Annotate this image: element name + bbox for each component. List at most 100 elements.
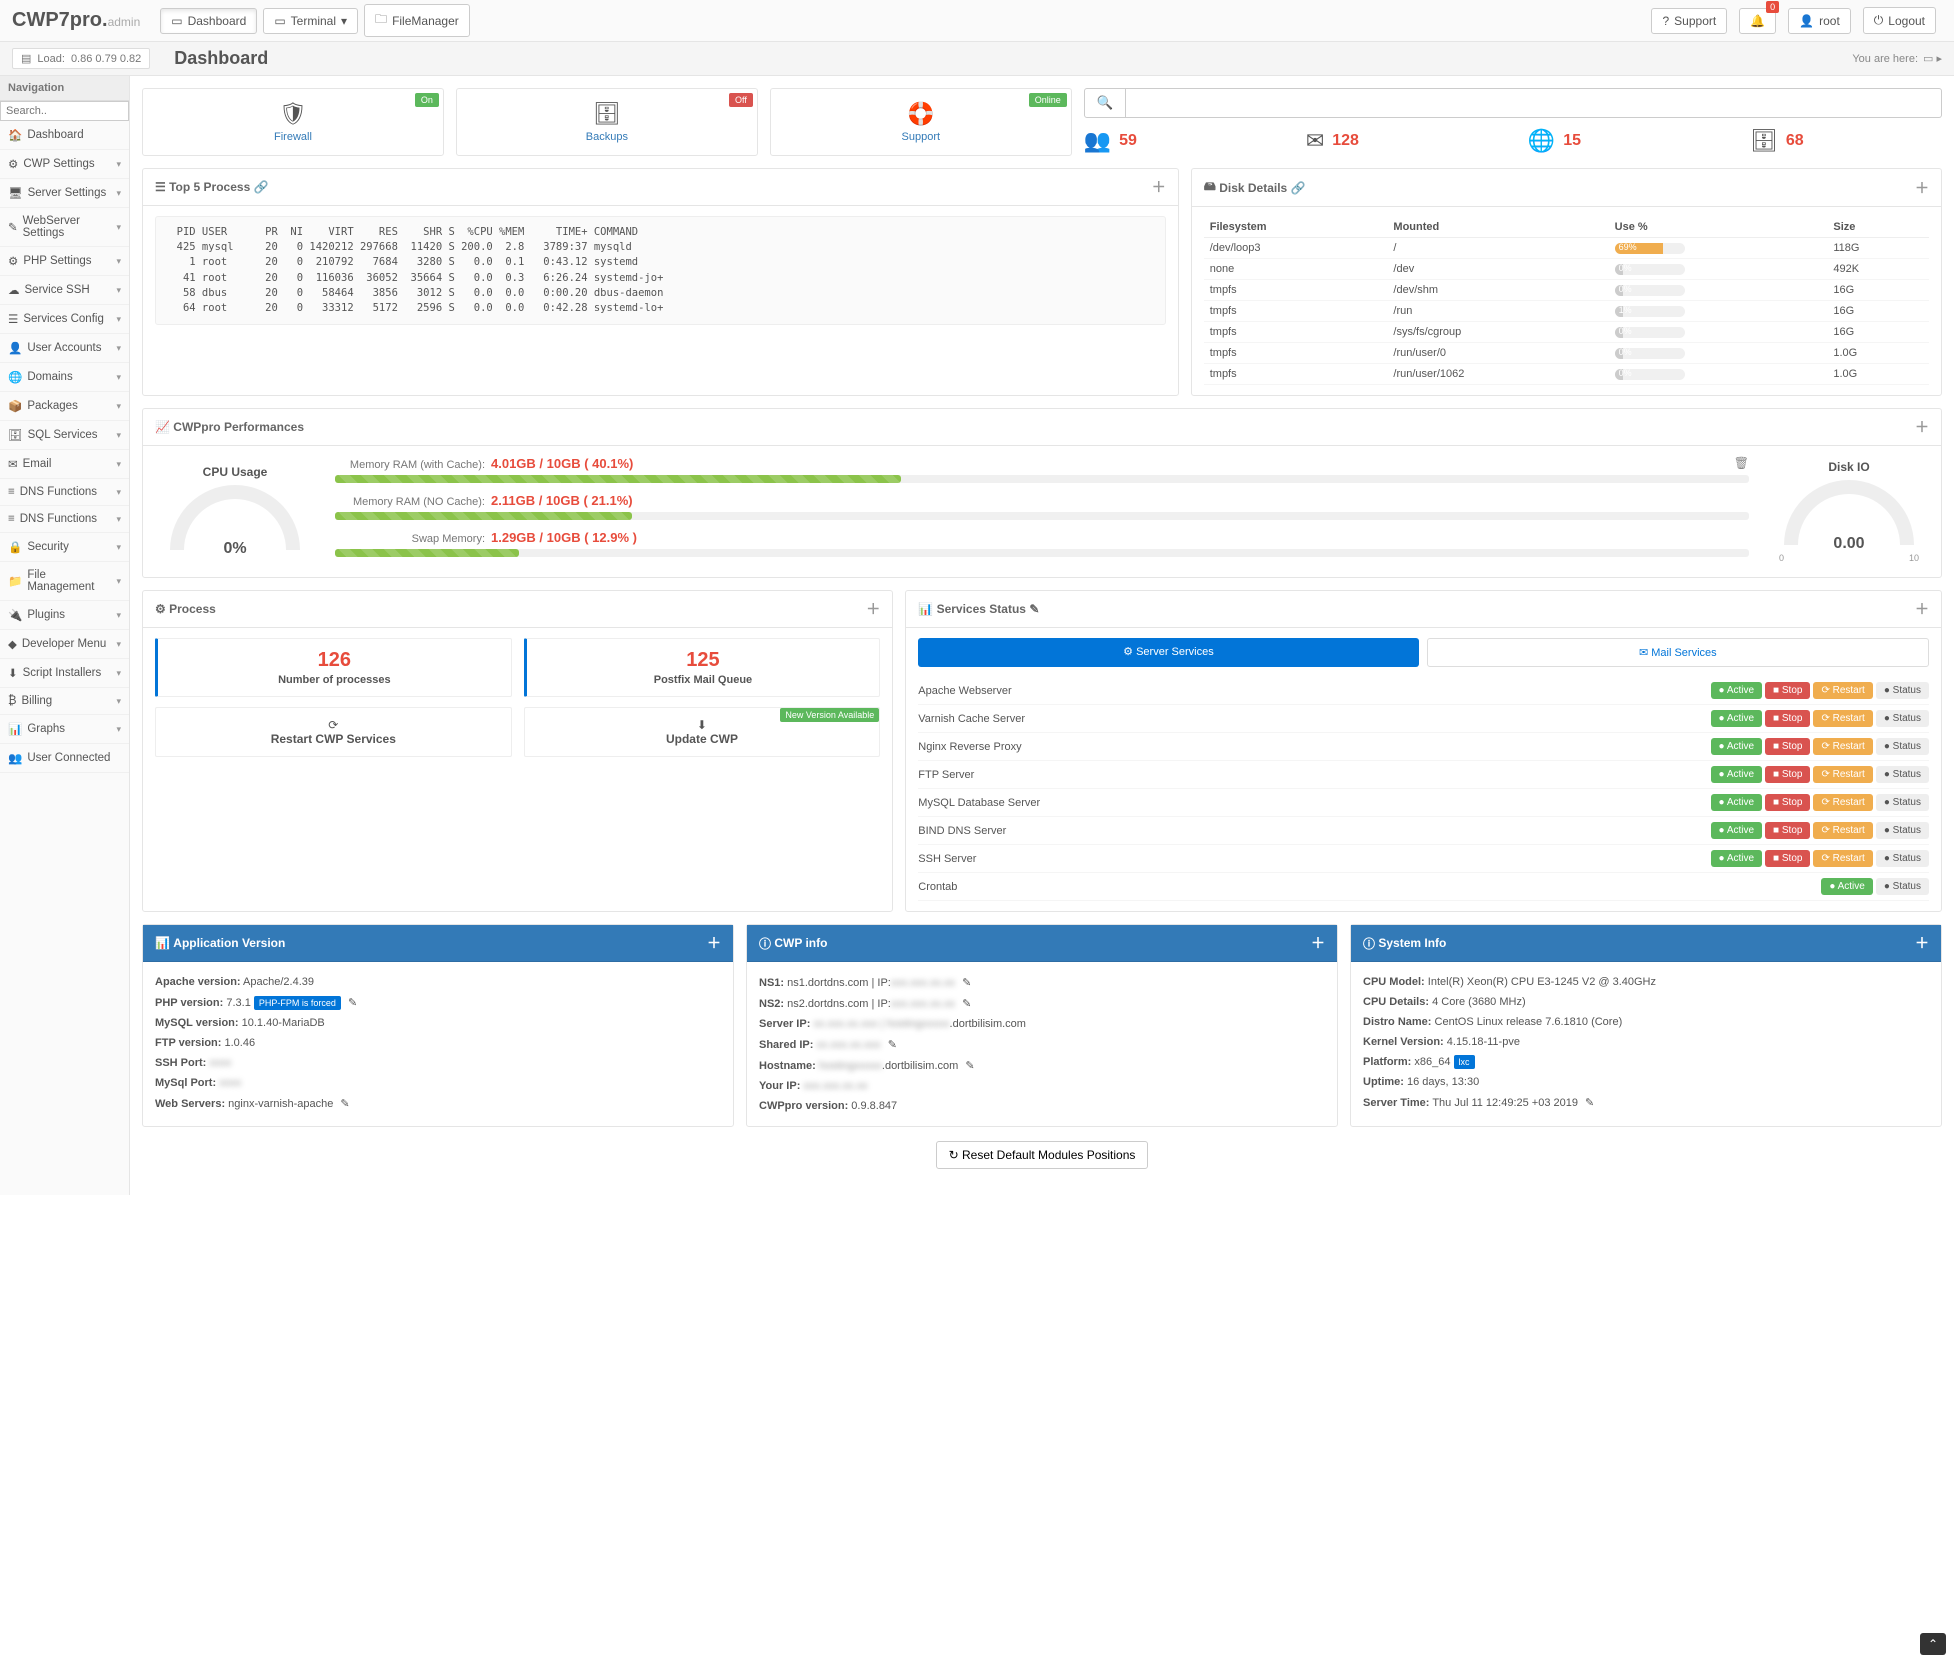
sidebar-item[interactable]: ✉Email▾: [0, 450, 129, 479]
toggle-icon[interactable]: ＋: [1915, 599, 1929, 619]
sidebar-item[interactable]: ☁Service SSH▾: [0, 276, 129, 305]
service-restart[interactable]: ⟳ Restart: [1813, 738, 1872, 755]
sidebar-item[interactable]: ⚙CWP Settings▾: [0, 150, 129, 179]
stat-users[interactable]: 👥59: [1084, 128, 1276, 154]
disk-icon: 🖴: [1204, 177, 1216, 198]
sidebar-item[interactable]: 📁File Management▾: [0, 562, 129, 601]
stat-domains[interactable]: 🌐15: [1528, 128, 1720, 154]
caret-icon: ▾: [116, 696, 121, 707]
link-icon[interactable]: 🔗: [254, 180, 269, 194]
nav-filemanager[interactable]: 🗀 FileManager: [364, 4, 470, 37]
sidebar-item[interactable]: ☰Services Config▾: [0, 305, 129, 334]
trash-icon[interactable]: 🗑: [1734, 456, 1749, 470]
caret-icon: ▾: [116, 639, 121, 650]
toggle-icon[interactable]: ＋: [1915, 417, 1929, 437]
search-input[interactable]: [1126, 88, 1942, 118]
sidebar-item[interactable]: ⚙PHP Settings▾: [0, 247, 129, 276]
edit-icon[interactable]: ✎: [348, 997, 357, 1009]
toggle-icon[interactable]: ＋: [707, 933, 721, 953]
search-button[interactable]: 🔍: [1084, 88, 1127, 118]
sidebar-search[interactable]: [0, 101, 129, 121]
service-status[interactable]: ● Status: [1876, 850, 1929, 867]
sidebar-item[interactable]: 🗄SQL Services▾: [0, 421, 129, 450]
load-indicator: ▤ Load: 0.86 0.79 0.82: [12, 48, 150, 69]
service-status[interactable]: ● Status: [1876, 682, 1929, 699]
sidebar-item[interactable]: ◆Developer Menu▾: [0, 630, 129, 659]
service-stop[interactable]: ■ Stop: [1765, 850, 1810, 867]
sidebar-item[interactable]: 📊Graphs▾: [0, 715, 129, 744]
notifications-button[interactable]: 🔔0: [1739, 8, 1776, 34]
stat-db[interactable]: 🗄68: [1750, 128, 1942, 154]
sidebar-item[interactable]: 👤User Accounts▾: [0, 334, 129, 363]
stat-mail[interactable]: ✉128: [1306, 128, 1498, 154]
logout-button[interactable]: ⏻ Logout: [1863, 7, 1936, 34]
sidebar-item[interactable]: ₿Billing▾: [0, 688, 129, 715]
link-icon[interactable]: 🔗: [1291, 181, 1306, 195]
toggle-icon[interactable]: ＋: [1915, 178, 1929, 198]
support-card[interactable]: Online 🛟Support: [770, 88, 1072, 156]
info-icon: ⓘ: [759, 935, 771, 952]
edit-icon[interactable]: ✎: [962, 977, 971, 989]
support-button[interactable]: ? Support: [1651, 8, 1727, 34]
service-name: Apache Webserver: [918, 685, 1707, 697]
service-status[interactable]: ● Status: [1876, 794, 1929, 811]
edit-icon[interactable]: ✎: [1585, 1097, 1594, 1109]
sidebar-item[interactable]: 🌐Domains▾: [0, 363, 129, 392]
service-restart[interactable]: ⟳ Restart: [1813, 710, 1872, 727]
sidebar-item[interactable]: 🏠Dashboard: [0, 121, 129, 150]
service-stop[interactable]: ■ Stop: [1765, 822, 1810, 839]
service-restart[interactable]: ⟳ Restart: [1813, 850, 1872, 867]
toggle-icon[interactable]: ＋: [1152, 177, 1166, 197]
sidebar-item[interactable]: 🔌Plugins▾: [0, 601, 129, 630]
service-status[interactable]: ● Status: [1876, 710, 1929, 727]
caret-icon: ▾: [116, 459, 121, 470]
edit-icon[interactable]: ✎: [340, 1098, 349, 1110]
service-status[interactable]: ● Status: [1876, 738, 1929, 755]
caret-icon: ▾: [116, 401, 121, 412]
sidebar-item[interactable]: 📦Packages▾: [0, 392, 129, 421]
edit-icon[interactable]: ✎: [962, 998, 971, 1010]
num-processes[interactable]: 126Number of processes: [155, 638, 512, 697]
user-menu[interactable]: 👤 root: [1788, 8, 1851, 34]
scroll-top-button[interactable]: ⌃: [1920, 1633, 1946, 1655]
service-stop[interactable]: ■ Stop: [1765, 766, 1810, 783]
service-stop[interactable]: ■ Stop: [1765, 738, 1810, 755]
sidebar-item[interactable]: 👥User Connected: [0, 744, 129, 773]
caret-icon: ▾: [116, 256, 121, 267]
sidebar-item[interactable]: ✎WebServer Settings▾: [0, 208, 129, 247]
service-stop[interactable]: ■ Stop: [1765, 794, 1810, 811]
service-restart[interactable]: ⟳ Restart: [1813, 794, 1872, 811]
service-stop[interactable]: ■ Stop: [1765, 710, 1810, 727]
reset-modules-button[interactable]: ↻ Reset Default Modules Positions: [936, 1141, 1149, 1169]
service-status[interactable]: ● Status: [1876, 822, 1929, 839]
restart-cwp[interactable]: ⟳Restart CWP Services: [155, 707, 512, 757]
toggle-icon[interactable]: ＋: [1311, 933, 1325, 953]
sidebar-item[interactable]: 🔒Security▾: [0, 533, 129, 562]
toggle-icon[interactable]: ＋: [1915, 933, 1929, 953]
sidebar-item[interactable]: ≡DNS Functions▾: [0, 479, 129, 506]
service-status[interactable]: ● Status: [1876, 766, 1929, 783]
sidebar-item[interactable]: ⬇Script Installers▾: [0, 659, 129, 688]
nav-terminal[interactable]: ▭ Terminal ▾: [263, 8, 358, 34]
nav-dashboard[interactable]: ▭ Dashboard: [160, 8, 257, 34]
service-stop[interactable]: ■ Stop: [1765, 682, 1810, 699]
toggle-icon[interactable]: ＋: [866, 599, 880, 619]
service-active: ● Active: [1711, 738, 1763, 755]
edit-icon[interactable]: ✎: [888, 1039, 897, 1051]
firewall-card[interactable]: On 🛡Firewall: [142, 88, 444, 156]
tab-server-services[interactable]: ⚙ Server Services: [918, 638, 1418, 667]
edit-icon[interactable]: ✎: [1029, 602, 1039, 616]
backups-card[interactable]: Off 🗄Backups: [456, 88, 758, 156]
service-restart[interactable]: ⟳ Restart: [1813, 766, 1872, 783]
tab-mail-services[interactable]: ✉ Mail Services: [1427, 638, 1929, 667]
caret-icon: ▾: [116, 514, 121, 525]
mail-queue[interactable]: 125Postfix Mail Queue: [524, 638, 881, 697]
service-restart[interactable]: ⟳ Restart: [1813, 822, 1872, 839]
sidebar-item[interactable]: ≡DNS Functions▾: [0, 506, 129, 533]
service-restart[interactable]: ⟳ Restart: [1813, 682, 1872, 699]
update-cwp[interactable]: New Version Available⬇Update CWP: [524, 707, 881, 757]
caret-icon: ▾: [116, 542, 121, 553]
service-status[interactable]: ● Status: [1876, 878, 1929, 895]
sidebar-item[interactable]: 🖥Server Settings▾: [0, 179, 129, 208]
edit-icon[interactable]: ✎: [965, 1060, 974, 1072]
